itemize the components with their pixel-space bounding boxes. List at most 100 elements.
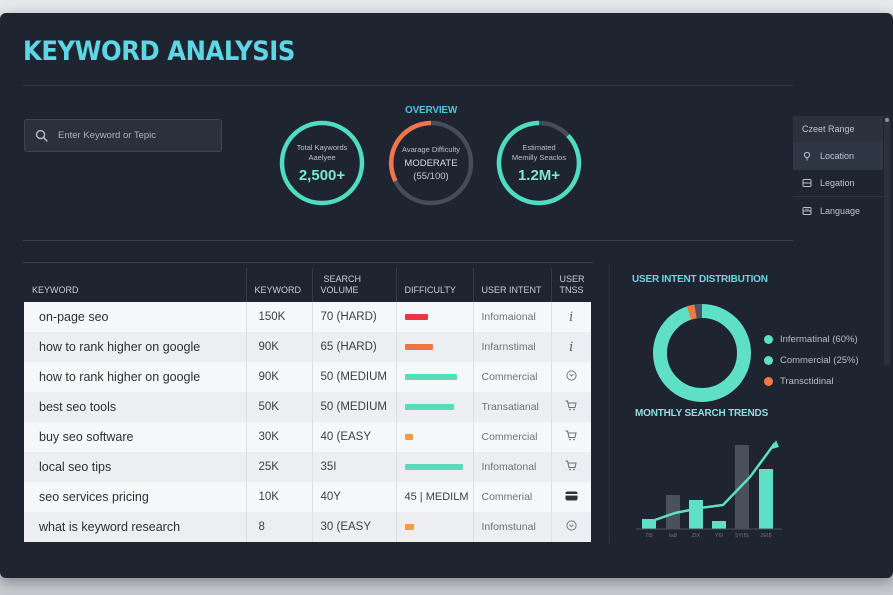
intent-distribution-title: USER INTENT DISTRIBUTION xyxy=(632,274,768,285)
keyword-cell[interactable]: how to rank higher on google xyxy=(24,362,246,392)
table-row[interactable]: local seo tips 25K 35I Infomatonal xyxy=(24,452,591,482)
table-row[interactable]: how to rank higher on google 90K 50 (MEDIU… xyxy=(24,362,591,392)
difficulty-bar-cell: 45 | MEDILM xyxy=(395,482,473,512)
gauge-label: Avarage Difficulty xyxy=(401,144,461,154)
x-tick: 7I5 xyxy=(645,533,653,539)
intent-icon-cell[interactable] xyxy=(550,482,591,512)
volume-cell: 50K xyxy=(245,392,312,422)
x-tick: Ia8 xyxy=(669,533,677,539)
legend-item: Infermatinal (60%) xyxy=(764,329,859,350)
search-box[interactable] xyxy=(24,119,222,152)
search-input[interactable] xyxy=(58,130,208,141)
filter-language[interactable]: Language xyxy=(793,197,883,224)
legend-dot xyxy=(764,356,773,365)
difficulty-cell: 50 (MEDIUM xyxy=(311,392,396,422)
difficulty-bar-cell xyxy=(395,362,473,392)
difficulty-bar-cell xyxy=(395,332,473,362)
keyword-cell[interactable]: best seo tools xyxy=(24,392,246,422)
title-divider xyxy=(23,85,793,86)
difficulty-bar-cell xyxy=(395,302,473,332)
intent-cell: Commercial xyxy=(472,362,551,392)
filter-location[interactable]: Location xyxy=(793,143,883,170)
gauge-value-text: MODERATE xyxy=(404,157,458,169)
intent-cell: Commerial xyxy=(472,482,551,512)
table-row[interactable]: what is keyword research 8 30 (EASY Infomst… xyxy=(24,512,591,542)
table-row[interactable]: on-page seo 150K 70 (HARD) Infomaional i xyxy=(24,302,591,332)
keyword-cell[interactable]: how to rank higher on google xyxy=(24,332,246,362)
gauge-label: Aaelyee xyxy=(308,152,336,162)
intent-icon-cell[interactable] xyxy=(550,452,591,482)
filter-label: Language xyxy=(820,205,861,216)
gauge-label: Memilly Seaclos xyxy=(511,152,567,162)
gauge-value: 1.2M+ xyxy=(517,166,561,184)
table-row[interactable]: best seo tools 50K 50 (MEDIUM Transatianal xyxy=(24,392,591,422)
cart-icon xyxy=(565,400,577,411)
difficulty-bar-cell xyxy=(395,392,473,422)
language-icon xyxy=(802,206,812,215)
keyword-cell[interactable]: seo services pricing xyxy=(24,482,246,512)
column-header-keyword[interactable]: KEYWORD xyxy=(32,285,79,295)
gauge-label: Estimated xyxy=(522,142,556,152)
keyword-cell[interactable]: what is keyword research xyxy=(24,512,246,542)
volume-cell: 30K xyxy=(245,422,312,452)
keyword-table: KEYWORD KEYWORD SEARCH VOLUME DIFFICULTY… xyxy=(24,268,591,542)
gauge-total-keywords: Total Kaywords Aaelyee 2,500+ xyxy=(278,119,366,207)
intent-icon-cell[interactable]: i xyxy=(550,332,591,362)
difficulty-bar xyxy=(404,343,433,350)
column-header-user-intent[interactable]: USER INTENT xyxy=(472,268,551,302)
intent-icon-cell[interactable] xyxy=(550,362,591,392)
difficulty-bar xyxy=(404,433,413,440)
volume-cell: 10K xyxy=(245,482,312,512)
intent-icon-cell[interactable] xyxy=(550,422,591,452)
difficulty-cell: 65 (HARD) xyxy=(311,332,396,362)
difficulty-text: 45 | MEDILM xyxy=(404,491,469,503)
x-tick: ZIX xyxy=(691,533,701,539)
credit-card-icon xyxy=(565,491,578,500)
intent-cell: Transatianal xyxy=(472,392,551,422)
column-header-difficulty[interactable]: DIFFICULTY xyxy=(395,268,473,302)
intent-cell: Commercial xyxy=(472,422,551,452)
gauge-monthly-searches: Estimated Memilly Seaclos 1.2M+ xyxy=(495,119,583,207)
keyword-cell[interactable]: on-page seo xyxy=(24,302,246,332)
panel-divider xyxy=(609,263,610,543)
column-header-keyword-2[interactable]: KEYWORD xyxy=(245,268,312,302)
table-row[interactable]: how to rank higher on google 90K 65 (HARD)… xyxy=(24,332,591,362)
intent-cell: Infomatonal xyxy=(472,452,551,482)
trend-chart-svg xyxy=(636,440,782,530)
filter-label: Legation xyxy=(820,178,855,188)
legend-item: Transctidinal xyxy=(764,371,859,392)
keyword-cell[interactable]: buy seo software xyxy=(24,422,246,452)
difficulty-cell: 40Y xyxy=(311,482,396,512)
column-header-user-tnss[interactable]: USER TNSS xyxy=(550,268,591,302)
table-header-row: KEYWORD KEYWORD SEARCH VOLUME DIFFICULTY… xyxy=(24,268,591,302)
location-pin-icon xyxy=(803,151,811,161)
filter-date-range[interactable]: Czeet Range xyxy=(793,116,883,143)
table-row[interactable]: buy seo software 30K 40 (EASY Commercial xyxy=(24,422,591,452)
x-tick: 5YIIS xyxy=(735,533,749,539)
legend-label: Commercial (25%) xyxy=(780,355,859,366)
intent-icon-cell[interactable] xyxy=(550,392,591,422)
column-header-search-volume[interactable]: SEARCH VOLUME xyxy=(311,268,396,302)
intent-legend: Infermatinal (60%) Commercial (25%) Tran… xyxy=(764,329,859,392)
cart-icon xyxy=(565,430,577,441)
filter-label: Location xyxy=(820,151,855,161)
header-line: TNSS xyxy=(559,285,584,295)
gauge-label: Total Kaywords xyxy=(296,142,348,152)
filter-panel: Czeet Range Location Legation Language xyxy=(793,116,883,238)
scrollbar[interactable] xyxy=(884,116,890,366)
scrollbar-thumb[interactable] xyxy=(885,118,889,122)
difficulty-bar xyxy=(404,463,463,470)
table-row[interactable]: seo services pricing 10K 40Y 45 | MEDILM Com… xyxy=(24,482,591,512)
gauge-score: (55/100) xyxy=(413,170,449,182)
server-icon xyxy=(802,179,812,187)
difficulty-cell: 40 (EASY xyxy=(311,422,396,452)
monthly-trends-title: MONTHLY SEARCH TRENDS xyxy=(635,408,769,419)
monthly-trends-chart: 7I5 Ia8 ZIX Y6I 5YIIS 2EI8 xyxy=(630,433,790,543)
volume-cell: 8 xyxy=(245,512,312,542)
intent-icon-cell[interactable]: i xyxy=(550,302,591,332)
filter-legation[interactable]: Legation xyxy=(793,170,883,197)
intent-icon-cell[interactable] xyxy=(550,512,591,542)
keyword-cell[interactable]: local seo tips xyxy=(24,452,246,482)
info-icon: i xyxy=(569,309,574,325)
difficulty-bar-cell xyxy=(395,452,473,482)
